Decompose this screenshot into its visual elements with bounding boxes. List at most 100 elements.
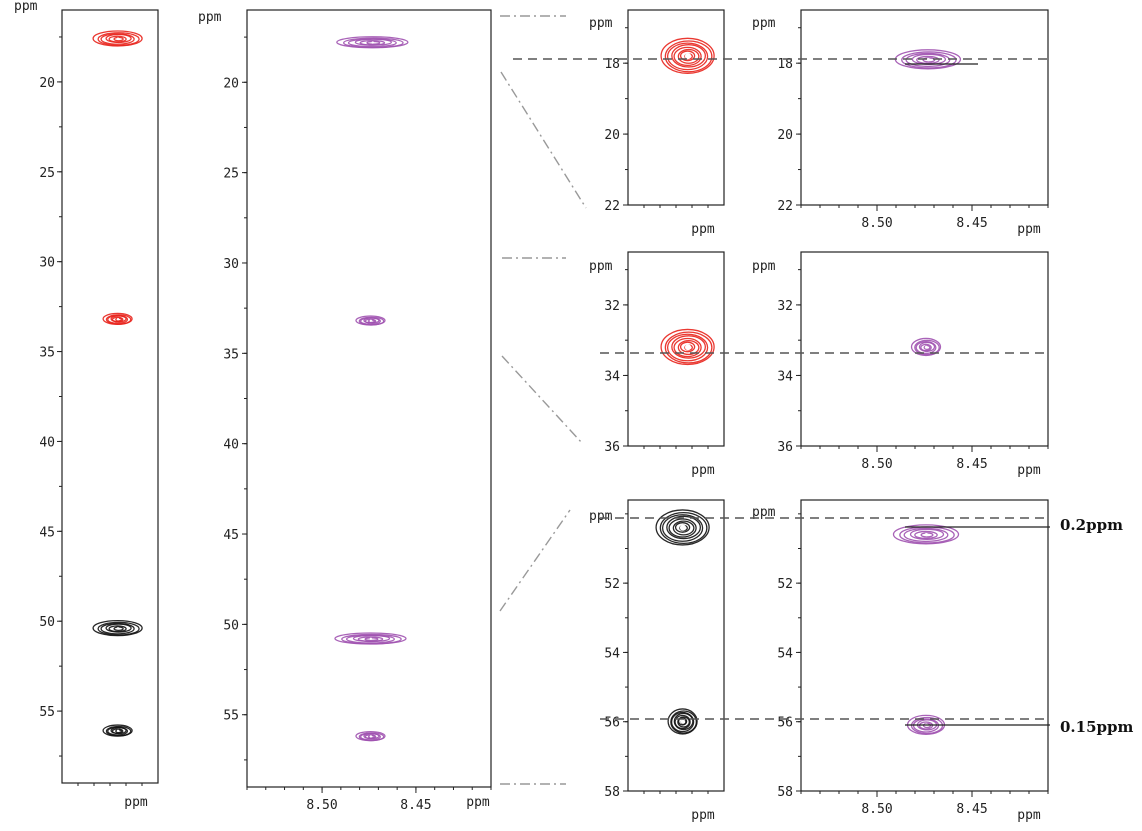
- peak-purple: [355, 730, 386, 742]
- y-tick-label: 52: [777, 577, 793, 592]
- peak-contour: [673, 712, 694, 731]
- peak-contour: [660, 37, 715, 74]
- peak-contour: [905, 52, 951, 68]
- peak-contour: [677, 716, 690, 728]
- x-tick-label: 8.45: [956, 802, 987, 817]
- x-tick-label: 8.50: [306, 798, 337, 813]
- peak-center: [371, 41, 374, 44]
- y-tick-label: 56: [777, 716, 793, 731]
- peak-contour: [673, 46, 702, 67]
- x-tick-label: 8.50: [861, 216, 892, 231]
- y-tick-label: 40: [39, 435, 55, 450]
- peak-contour: [105, 314, 132, 325]
- panel-5: 32 34 36 ppm ppm: [589, 251, 725, 478]
- panel-4: 18 20 22 8.50 8.45 ppm ppm: [752, 9, 1049, 237]
- peak-contour: [105, 725, 132, 737]
- peak-contour: [668, 518, 697, 538]
- y-tick-label: 25: [39, 166, 55, 181]
- peak-contour: [673, 337, 702, 358]
- peak-contour: [671, 335, 706, 359]
- x-tick-label: 8.45: [400, 798, 431, 813]
- y-axis-unit-label: ppm: [752, 259, 776, 274]
- x-axis-unit-label: ppm: [466, 795, 490, 810]
- y-tick-label: 36: [604, 440, 620, 455]
- peak-contour: [922, 57, 936, 63]
- peak-contour: [358, 732, 385, 742]
- y-tick-label: 34: [777, 369, 793, 384]
- zoom-guide-line: [501, 355, 583, 444]
- peak-center: [116, 318, 120, 321]
- y-axis-unit-label: ppm: [752, 505, 776, 520]
- x-tick-label: 8.50: [861, 802, 892, 817]
- panel-7: 52 54 56 58 ppm ppm: [589, 499, 725, 823]
- peak-center: [116, 37, 120, 41]
- y-tick-label: 35: [39, 346, 55, 361]
- peak-contour: [901, 51, 957, 69]
- peak-contour: [679, 50, 696, 62]
- peak-red: [92, 30, 143, 47]
- x-axis-unit-label: ppm: [1017, 463, 1041, 478]
- peak-contour: [343, 37, 404, 49]
- peak-contour: [113, 626, 124, 632]
- peak-contour: [670, 711, 695, 733]
- peak-contour: [108, 625, 127, 633]
- peak-center: [924, 533, 929, 537]
- y-tick-label: 50: [223, 618, 239, 633]
- y-tick-label: 18: [604, 57, 620, 72]
- plot-frame: [246, 9, 492, 788]
- peak-contour: [915, 341, 937, 355]
- peak-contour: [664, 40, 713, 73]
- plot-frame: [800, 499, 1049, 792]
- y-axis-unit-label: ppm: [589, 509, 613, 524]
- y-tick-label: 32: [604, 299, 620, 314]
- panel-8: 52 54 56 58 8.50 8.45 ppm ppm: [752, 499, 1049, 823]
- peak-black: [102, 724, 133, 737]
- panel-6: 32 34 36 8.50 8.45 ppm ppm: [752, 251, 1049, 478]
- peak-center: [116, 627, 120, 630]
- y-tick-label: 22: [777, 199, 793, 214]
- peak-red: [660, 37, 715, 74]
- peak-center: [369, 319, 373, 322]
- peak-purple: [355, 315, 386, 326]
- peak-contour: [111, 316, 124, 323]
- zoom-guide-line: [500, 71, 587, 209]
- peak-center: [679, 524, 687, 531]
- peak-center: [680, 719, 686, 724]
- x-axis-unit-label: ppm: [124, 795, 148, 810]
- panel-3: 18 20 22 ppm ppm: [589, 9, 725, 237]
- peak-contour: [359, 40, 386, 46]
- x-tick-label: 8.45: [956, 216, 987, 231]
- peak-red: [102, 312, 133, 326]
- peak-contour: [910, 337, 942, 357]
- panel-1: 20 25 30 35 40 45 50 55 ppm ppm: [14, 0, 159, 810]
- y-tick-label: 56: [604, 716, 620, 731]
- peak-purple: [910, 337, 942, 357]
- peak-contour: [674, 522, 691, 533]
- peak-black: [655, 509, 710, 546]
- plot-frame: [800, 9, 1049, 206]
- zoom-guide-line: [499, 509, 571, 612]
- peak-contour: [914, 339, 940, 356]
- peak-center: [369, 735, 373, 738]
- peak-contour: [659, 511, 708, 545]
- y-axis-unit-label: ppm: [589, 259, 613, 274]
- plot-frame: [61, 9, 159, 784]
- peak-contour: [920, 532, 934, 538]
- x-axis-unit-label: ppm: [691, 463, 715, 478]
- peak-contour: [677, 717, 688, 726]
- y-axis-unit-label: ppm: [14, 0, 38, 14]
- peak-contour: [677, 48, 700, 64]
- plot-frame: [800, 251, 1049, 447]
- shift-annotation-label: 0.2ppm: [1060, 516, 1123, 534]
- peak-contour: [671, 44, 706, 68]
- peak-center: [116, 729, 120, 733]
- y-tick-label: 55: [39, 705, 55, 720]
- peak-contour: [666, 515, 701, 540]
- peak-contour: [672, 520, 695, 536]
- x-tick-label: 8.50: [861, 457, 892, 472]
- peak-contour: [111, 728, 124, 734]
- peak-contour: [677, 340, 700, 356]
- peak-contour: [670, 710, 697, 734]
- peak-contour: [892, 524, 960, 545]
- peak-contour: [666, 333, 709, 362]
